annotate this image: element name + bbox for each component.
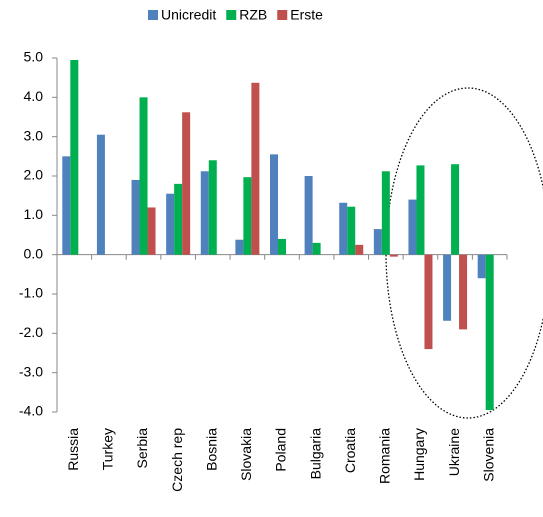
x-tick-label: Czech rep (169, 428, 185, 492)
y-tick-label: -4.0 (19, 403, 43, 419)
bar (339, 202, 348, 255)
x-tick-label: Turkey (100, 428, 116, 470)
bar (166, 193, 175, 255)
bar (373, 229, 382, 255)
y-tick-label: 5.0 (24, 49, 44, 65)
legend-label: Unicredit (161, 7, 216, 23)
bar (208, 160, 217, 255)
bar (139, 97, 148, 255)
bar (278, 238, 286, 255)
x-tick-label: Croatia (342, 428, 358, 473)
bar (270, 154, 278, 255)
x-tick-label: Bosnia (203, 428, 219, 471)
bar (381, 171, 390, 255)
bar (235, 239, 244, 255)
legend-swatch (226, 10, 237, 20)
y-tick-label: 2.0 (24, 167, 44, 183)
bar (485, 254, 494, 411)
y-tick-label: -1.0 (19, 285, 43, 301)
legend-label: RZB (239, 7, 267, 23)
bar (451, 164, 460, 255)
bar (200, 171, 209, 255)
bar (459, 254, 468, 330)
x-tick-label: Russia (65, 428, 81, 471)
bar (477, 254, 486, 279)
bar (147, 207, 156, 255)
bar (347, 206, 356, 255)
bar (443, 254, 452, 321)
bar (96, 134, 105, 255)
bar (312, 242, 321, 255)
bar (243, 177, 252, 255)
y-tick-label: 1.0 (24, 206, 44, 222)
bar (355, 244, 364, 255)
x-tick-label: Bulgaria (307, 428, 323, 480)
x-tick-label: Hungary (411, 428, 427, 481)
bar (416, 165, 425, 255)
bar (182, 112, 191, 255)
bar (304, 176, 313, 255)
bar (174, 183, 183, 255)
bar (424, 254, 433, 350)
x-tick-label: Serbia (134, 428, 150, 469)
bar (62, 156, 71, 255)
bar (70, 59, 79, 255)
x-tick-label: Romania (377, 428, 393, 484)
bar (251, 82, 260, 255)
legend-swatch (148, 10, 158, 20)
legend-label: Erste (290, 7, 323, 23)
legend-swatch (277, 10, 288, 20)
y-tick-label: -2.0 (19, 324, 43, 340)
y-tick-label: 4.0 (24, 88, 44, 104)
bar (408, 199, 417, 255)
x-tick-label: Slovakia (238, 428, 254, 481)
bar (389, 254, 398, 257)
y-tick-label: 0.0 (24, 245, 44, 261)
x-tick-label: Poland (273, 428, 289, 472)
x-tick-label: Ukraine (446, 428, 462, 476)
y-tick-label: -3.0 (19, 363, 43, 379)
y-tick-label: 3.0 (24, 127, 44, 143)
bar (131, 179, 140, 255)
x-tick-label: Slovenia (480, 428, 496, 482)
